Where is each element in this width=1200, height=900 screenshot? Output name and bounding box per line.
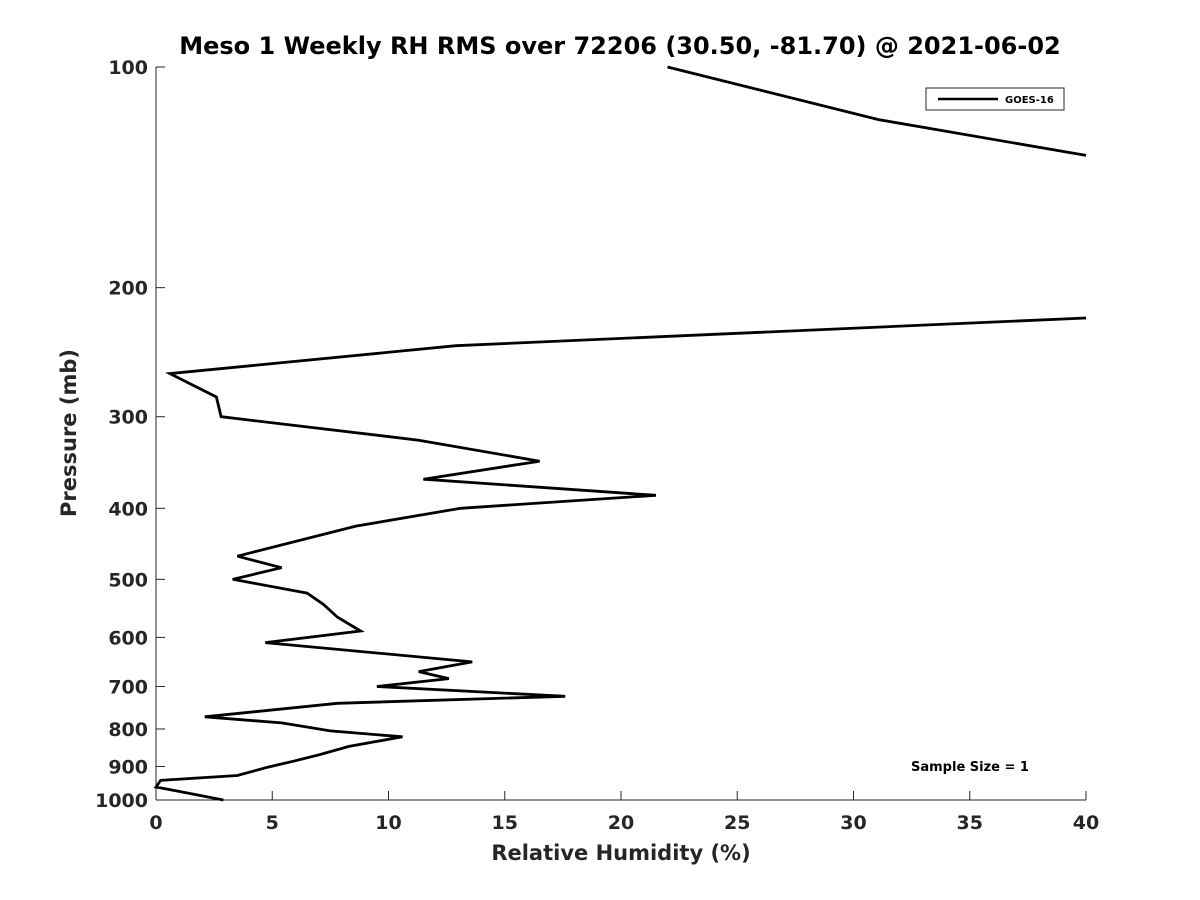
y-tick-label: 300 bbox=[108, 407, 148, 429]
y-tick-label: 400 bbox=[108, 498, 148, 520]
x-ticks: 0 5 10 15 20 25 30 35 40 bbox=[149, 791, 1099, 834]
y-ticks: 100 200 300 400 500 600 700 800 900 1000 bbox=[95, 57, 165, 812]
y-tick-label: 100 bbox=[108, 57, 148, 79]
y-tick-label: 200 bbox=[108, 278, 148, 300]
y-tick-label: 500 bbox=[108, 569, 148, 591]
x-tick-label: 30 bbox=[840, 812, 866, 834]
series-line-goes-16-segment-2 bbox=[153, 316, 1087, 802]
y-tick-label: 600 bbox=[108, 627, 148, 649]
y-tick-label: 700 bbox=[108, 676, 148, 698]
y-tick-label: 900 bbox=[108, 756, 148, 778]
x-tick-label: 15 bbox=[492, 812, 518, 834]
x-tick-label: 20 bbox=[608, 812, 634, 834]
x-tick-label: 5 bbox=[266, 812, 279, 834]
series-line-goes-16-segment-1 bbox=[667, 65, 1087, 157]
y-tick-label: 800 bbox=[108, 719, 148, 741]
x-tick-label: 25 bbox=[724, 812, 750, 834]
x-tick-label: 0 bbox=[149, 812, 162, 834]
x-tick-label: 40 bbox=[1073, 812, 1099, 834]
legend-label-goes-16: GOES-16 bbox=[1005, 95, 1054, 106]
y-tick-label: 1000 bbox=[95, 790, 148, 812]
x-axis-label: Relative Humidity (%) bbox=[491, 841, 750, 865]
chart-title: Meso 1 Weekly RH RMS over 72206 (30.50, … bbox=[179, 32, 1061, 60]
legend: GOES-16 bbox=[925, 87, 1065, 111]
series-layer bbox=[153, 65, 1087, 802]
x-tick-label: 10 bbox=[375, 812, 401, 834]
sample-size-annotation: Sample Size = 1 bbox=[911, 760, 1029, 775]
y-axis-label: Pressure (mb) bbox=[57, 349, 81, 517]
x-tick-label: 35 bbox=[957, 812, 983, 834]
